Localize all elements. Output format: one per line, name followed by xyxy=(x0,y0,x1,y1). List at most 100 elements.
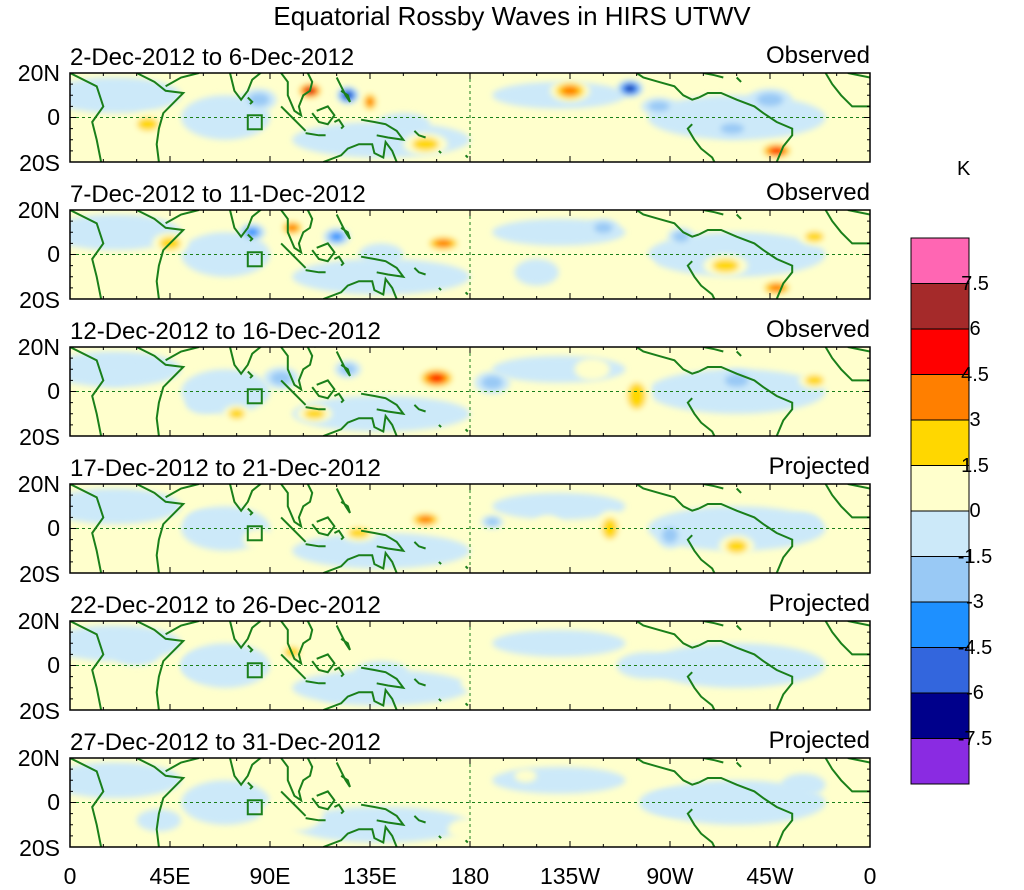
anomaly-contour xyxy=(662,527,678,544)
anomaly-map xyxy=(69,209,871,300)
coastline xyxy=(280,653,307,680)
panel-date-range: 17-Dec-2012 to 21-Dec-2012 xyxy=(70,455,381,482)
anomaly-contour xyxy=(318,683,355,702)
longitude-label: 90W xyxy=(646,863,694,889)
anomaly-contour xyxy=(530,515,566,551)
reference-box xyxy=(246,662,263,679)
coastline xyxy=(360,803,406,827)
coastline xyxy=(335,762,351,788)
coastline xyxy=(636,210,700,238)
coastline xyxy=(413,404,426,413)
panel-date-range: 7-Dec-2012 to 11-Dec-2012 xyxy=(70,181,366,208)
coastline xyxy=(333,803,345,815)
anomaly-contour xyxy=(485,517,499,526)
anomaly-contour xyxy=(781,773,826,796)
coastline xyxy=(438,698,442,702)
coastline xyxy=(165,758,200,773)
anomaly-map xyxy=(69,72,871,163)
coastline xyxy=(686,671,716,710)
anomaly-contour xyxy=(430,374,444,382)
coastline xyxy=(247,507,254,516)
coastline xyxy=(413,267,426,276)
latitude-label: 20S xyxy=(19,287,60,313)
anomaly-contour xyxy=(358,243,404,266)
reference-box xyxy=(246,114,263,131)
longitude-label: 90E xyxy=(249,863,291,889)
figure-title: Equatorial Rossby Waves in HIRS UTWV xyxy=(273,1,751,31)
coastline xyxy=(335,488,351,514)
map-panel: 17-Dec-2012 to 21-Dec-2012 Projected 20N 0 2… xyxy=(0,454,1024,593)
coastline xyxy=(335,77,351,103)
reference-box xyxy=(246,799,263,816)
colorbar-swatch xyxy=(910,692,970,739)
coastline xyxy=(335,214,351,240)
anomaly-contour xyxy=(290,501,317,520)
coastline xyxy=(686,397,716,436)
anomaly-contour xyxy=(137,117,159,131)
anomaly-contour xyxy=(805,231,824,243)
coastline xyxy=(333,666,345,678)
coastline xyxy=(136,621,186,710)
coastline xyxy=(333,255,345,267)
coastline xyxy=(70,347,105,436)
anomaly-contour xyxy=(246,228,258,237)
longitude-label: 135W xyxy=(539,863,601,889)
coastline xyxy=(438,287,442,291)
colorbar-level-label: -1.5 xyxy=(957,545,993,568)
latitude-label: 20N xyxy=(17,471,60,497)
latitude-label: 20N xyxy=(17,608,60,634)
coastline xyxy=(698,640,794,710)
reference-box xyxy=(246,251,263,268)
anomaly-contour xyxy=(434,239,452,248)
coastline xyxy=(360,666,406,690)
colorbar-level-label: 1.5 xyxy=(961,454,989,477)
coastline xyxy=(165,484,200,499)
anomaly-contour xyxy=(594,222,613,234)
colorbar xyxy=(910,237,970,785)
coastline xyxy=(438,150,442,154)
coastline xyxy=(464,154,469,159)
coastline xyxy=(305,543,326,548)
panel-status: Observed xyxy=(765,316,870,343)
coastline xyxy=(280,242,307,269)
coastline xyxy=(322,550,398,573)
coastline xyxy=(698,229,794,299)
colorbar-swatch xyxy=(910,328,970,375)
latitude-label: 20S xyxy=(19,150,60,176)
coastline xyxy=(464,839,469,844)
colorbar-swatch xyxy=(910,465,970,512)
coastline xyxy=(698,366,794,436)
coastline xyxy=(824,73,870,108)
map-panel: 12-Dec-2012 to 16-Dec-2012 Observed 20N 0 20… xyxy=(0,316,1024,456)
anomaly-contour xyxy=(481,375,503,390)
map-panel: 7-Dec-2012 to 11-Dec-2012 Observed 20N 0 20S xyxy=(0,180,1024,319)
coastline xyxy=(636,73,700,101)
coastline xyxy=(280,73,314,118)
anomaly-contour xyxy=(627,382,647,410)
coastline xyxy=(311,516,336,537)
coastline xyxy=(438,835,442,839)
coastline xyxy=(360,118,406,142)
colorbar-swatch xyxy=(910,601,970,648)
anomaly-contour xyxy=(270,371,292,385)
anomaly-map xyxy=(69,620,871,711)
colorbar-level-label: 7.5 xyxy=(961,272,989,295)
anomaly-contour xyxy=(487,115,542,142)
coastline xyxy=(322,413,398,436)
map-panel: 27-Dec-2012 to 31-Dec-2012 Projected 20N 0 2… xyxy=(0,728,1024,867)
coastline xyxy=(413,678,426,687)
anomaly-contour xyxy=(248,93,270,107)
coastline xyxy=(165,621,200,636)
colorbar-level-label: 4.5 xyxy=(961,363,989,386)
coastline xyxy=(311,242,336,263)
panel-date-range: 27-Dec-2012 to 31-Dec-2012 xyxy=(70,729,381,756)
anomaly-contour xyxy=(114,643,159,666)
latitude-label: 20N xyxy=(17,745,60,771)
coastline xyxy=(824,758,870,793)
latitude-label: 20S xyxy=(19,561,60,587)
latitude-label: 20S xyxy=(19,424,60,450)
colorbar-swatch xyxy=(910,419,970,466)
coastline xyxy=(322,276,398,299)
coastline xyxy=(413,541,426,550)
colorbar-swatch xyxy=(910,283,970,330)
